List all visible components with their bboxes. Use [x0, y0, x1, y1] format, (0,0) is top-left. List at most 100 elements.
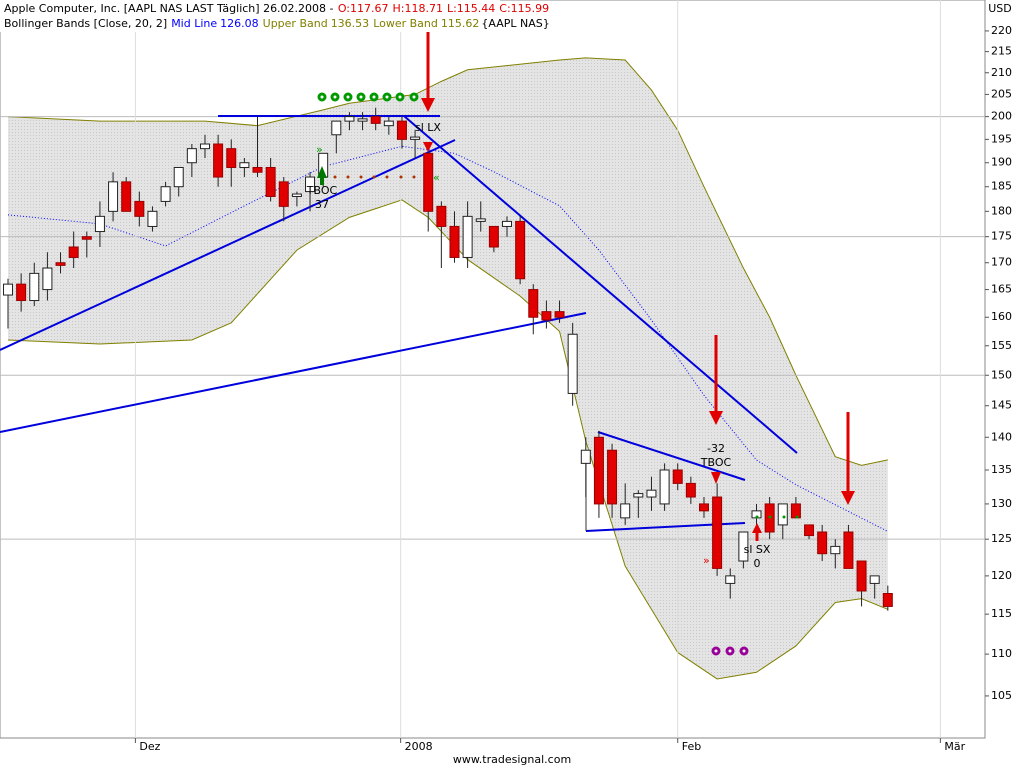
candle-body — [777, 503, 788, 526]
y-tick-label: 205 — [991, 87, 1012, 100]
candle-body — [121, 181, 132, 212]
candle-body — [659, 469, 670, 505]
signal-markers: » « » — [316, 30, 855, 656]
candle-body — [370, 116, 381, 124]
candle-body — [55, 262, 66, 266]
legend-value: 136.53 — [331, 17, 370, 30]
quote: O:117.67 — [338, 2, 389, 15]
candle-body — [593, 436, 604, 505]
y-tick-label: 160 — [991, 310, 1012, 323]
trend-lines — [0, 115, 798, 532]
quote: H:118.71 — [393, 2, 443, 15]
candle-body — [213, 143, 224, 178]
candle-body — [488, 225, 499, 248]
candle-body — [646, 489, 657, 498]
candle-body — [567, 333, 578, 394]
y-tick-label: 195 — [991, 132, 1012, 145]
annotation: TBOC — [306, 184, 338, 197]
candle-body — [725, 575, 736, 584]
annotation: sl LX — [415, 121, 441, 134]
candle-body — [423, 152, 434, 212]
candle-body — [160, 186, 171, 202]
chevron: » — [316, 143, 323, 156]
band-line — [7, 199, 889, 680]
y-tick-label: 165 — [991, 283, 1012, 296]
y-tick-label: 185 — [991, 180, 1012, 193]
title: Apple Computer, Inc. [AAPL NAS LAST Tägl… — [4, 2, 334, 15]
candle-body — [882, 593, 893, 607]
x-tick-label: 2008 — [405, 740, 433, 753]
y-tick-label: 200 — [991, 110, 1012, 123]
y-tick-label: 190 — [991, 156, 1012, 169]
candle-body — [252, 166, 263, 173]
candle-body — [475, 218, 486, 222]
candle-body — [134, 200, 145, 217]
band-line — [7, 57, 888, 466]
y-tick-label: 220 — [991, 24, 1012, 37]
candle-body — [541, 311, 552, 321]
candle-body — [672, 469, 683, 484]
candle-body — [331, 120, 342, 136]
candle-body — [685, 482, 696, 498]
candle-body — [265, 166, 276, 197]
candle-body — [436, 205, 447, 227]
candle-body — [869, 575, 880, 584]
x-tick-label: Dez — [139, 740, 160, 753]
candle-body — [278, 181, 289, 207]
y-tick-label: 135 — [991, 463, 1012, 476]
candle-body — [410, 136, 421, 140]
legend-line: Bollinger Bands [Close, 20, 2] Mid Line 12… — [4, 17, 550, 30]
annotation: 0 — [754, 557, 761, 570]
candle-body — [42, 267, 53, 291]
y-tick-label: 155 — [991, 339, 1012, 352]
candle-body — [580, 449, 591, 464]
header-line: Apple Computer, Inc. [AAPL NAS LAST Tägl… — [4, 2, 549, 15]
candle-body — [68, 246, 79, 258]
candle-body — [94, 215, 105, 233]
legend-value: 126.08 — [220, 17, 259, 30]
candle-body — [515, 220, 526, 280]
candle-body — [29, 272, 40, 302]
candle-body — [633, 493, 644, 498]
candle-body — [843, 531, 854, 569]
candle-body — [790, 503, 801, 519]
y-tick-label: 110 — [991, 647, 1012, 660]
candle-body — [226, 148, 237, 168]
y-tick-label: 180 — [991, 204, 1012, 217]
y-unit: USD — [988, 2, 1012, 15]
candle-body — [817, 531, 828, 555]
y-tick-label: 130 — [991, 497, 1012, 510]
indicator-suffix: {AAPL NAS} — [481, 17, 549, 30]
candle-body — [344, 116, 355, 122]
candle-body — [830, 545, 841, 555]
y-tick-label: 140 — [991, 430, 1012, 443]
y-tick-label: 115 — [991, 607, 1012, 620]
candle-body — [396, 120, 407, 140]
x-tick-label: Feb — [682, 740, 701, 753]
candle-body — [199, 143, 210, 150]
y-tick-label: 145 — [991, 399, 1012, 412]
candle-body — [698, 503, 709, 512]
candle-body — [173, 166, 184, 188]
chevron: » — [703, 554, 710, 567]
y-tick-label: 105 — [991, 689, 1012, 702]
indicator: Bollinger Bands [Close, 20, 2] — [4, 17, 167, 30]
header-bg — [0, 0, 500, 32]
candle-body — [528, 289, 539, 318]
y-tick-label: 125 — [991, 532, 1012, 545]
candle-body — [186, 148, 197, 164]
y-tick-label: 175 — [991, 230, 1012, 243]
legend-name: Lower Band — [373, 17, 438, 30]
candle-body — [607, 449, 618, 505]
y-tick-label: 215 — [991, 45, 1012, 58]
candle-body — [291, 193, 302, 197]
footer: www.tradesignal.com — [453, 753, 571, 766]
candle-body — [804, 524, 815, 537]
candle-body — [383, 120, 394, 127]
candle-body — [16, 283, 27, 302]
legend-value: 115.62 — [441, 17, 480, 30]
y-tick-label: 120 — [991, 569, 1012, 582]
y-tick-label: 170 — [991, 256, 1012, 269]
candle-body — [81, 236, 92, 240]
